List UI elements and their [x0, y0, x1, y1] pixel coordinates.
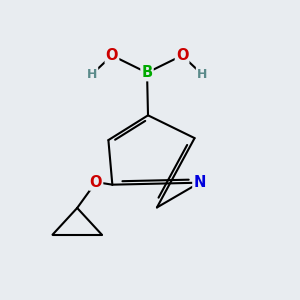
- Text: B: B: [142, 65, 153, 80]
- Text: O: O: [176, 48, 188, 63]
- Text: O: O: [106, 48, 118, 63]
- Text: O: O: [90, 175, 102, 190]
- Text: N: N: [193, 175, 206, 190]
- Text: H: H: [87, 68, 97, 81]
- Text: H: H: [197, 68, 207, 81]
